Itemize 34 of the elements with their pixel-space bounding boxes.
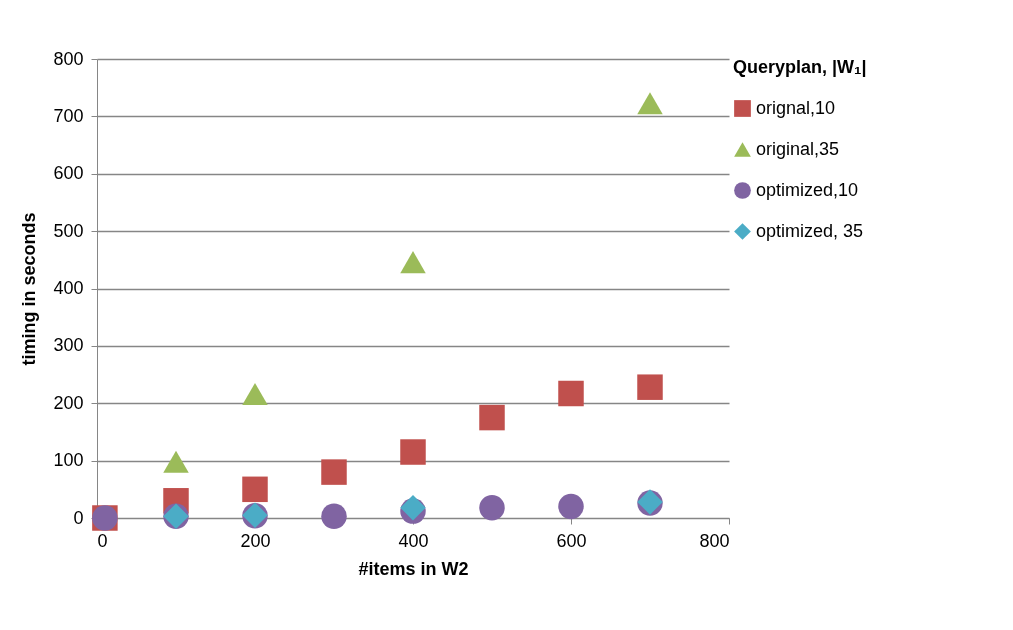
legend-label: orignal,10 (756, 97, 836, 118)
point (163, 450, 189, 473)
point (400, 251, 426, 274)
y-tick-label: 400 (53, 278, 84, 298)
legend-label: optimized, 35 (756, 220, 864, 241)
y-axis-title: timing in seconds (19, 212, 40, 366)
point (321, 459, 347, 485)
y-tick-label: 700 (53, 105, 84, 126)
y-tick-label: 500 (53, 220, 84, 241)
point (558, 380, 584, 407)
y-tick-label: 600 (53, 163, 84, 184)
point (558, 493, 584, 520)
y-tick-label: 300 (53, 335, 84, 356)
x-tick-label: 0 (97, 530, 108, 551)
point (242, 476, 268, 503)
y-tick-label: 800 (53, 48, 84, 69)
x-axis-title: #items in W2 (358, 558, 469, 579)
y-tick-label: 100 (53, 450, 84, 471)
legend-label: original,35 (756, 138, 840, 159)
point (479, 404, 505, 431)
y-tick-label: 0 (73, 507, 84, 528)
x-tick-label: 800 (699, 530, 730, 551)
point (637, 92, 663, 115)
point (637, 374, 663, 400)
point (321, 503, 347, 529)
x-tick-label: 600 (556, 530, 587, 551)
point (479, 494, 505, 521)
point (400, 439, 426, 465)
point (242, 383, 268, 406)
legend-label: optimized,10 (756, 179, 859, 200)
x-tick-label: 400 (398, 530, 429, 551)
x-tick-label: 200 (240, 530, 271, 551)
legend-title: Queryplan, |W₁| (733, 57, 867, 77)
y-tick-label: 200 (53, 392, 84, 413)
